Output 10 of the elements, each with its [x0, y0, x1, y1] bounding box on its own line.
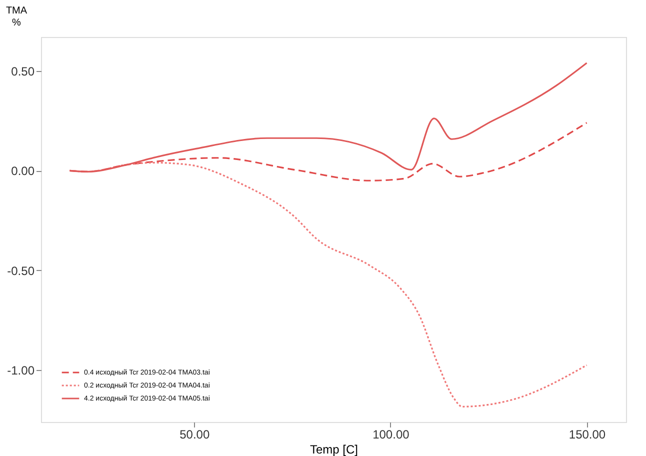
y-axis-title: TMA % [6, 6, 28, 28]
x-tick-label: 50.00 [180, 428, 210, 442]
x-tick-label: 150.00 [568, 428, 606, 442]
y-tick-label: 0.00 [11, 164, 35, 178]
x-tick-label: 100.00 [372, 428, 410, 442]
y-tick-label: -1.00 [7, 364, 35, 378]
line-series [68, 62, 588, 172]
y-tick-label: -0.50 [7, 264, 35, 278]
y-tick-label: 0.50 [11, 64, 35, 78]
x-axis-title: Temp [C] [310, 442, 358, 456]
